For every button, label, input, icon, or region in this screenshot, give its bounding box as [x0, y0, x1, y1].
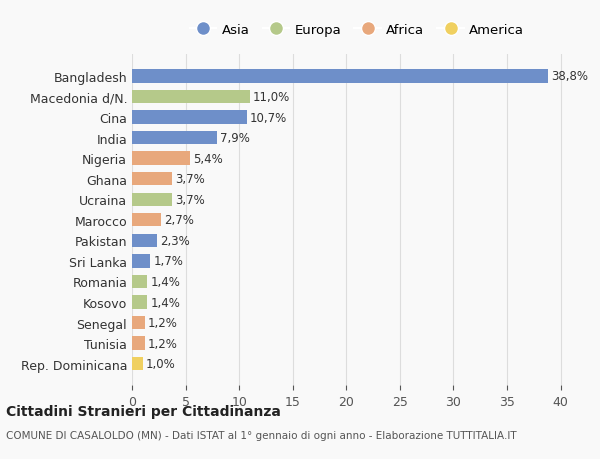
Text: 11,0%: 11,0% — [253, 91, 290, 104]
Text: 3,7%: 3,7% — [175, 173, 205, 186]
Text: 1,4%: 1,4% — [150, 296, 180, 309]
Bar — [132, 70, 548, 84]
Text: Cittadini Stranieri per Cittadinanza: Cittadini Stranieri per Cittadinanza — [6, 404, 281, 419]
Bar — [132, 132, 217, 145]
Text: 3,7%: 3,7% — [175, 193, 205, 206]
Bar — [132, 234, 157, 247]
Bar — [132, 275, 147, 289]
Text: 10,7%: 10,7% — [250, 111, 287, 124]
Text: 1,2%: 1,2% — [148, 337, 178, 350]
Bar — [132, 193, 172, 207]
Legend: Asia, Europa, Africa, America: Asia, Europa, Africa, America — [185, 19, 529, 42]
Text: 1,4%: 1,4% — [150, 275, 180, 288]
Bar — [132, 255, 150, 268]
Text: 2,3%: 2,3% — [160, 235, 190, 247]
Text: COMUNE DI CASALOLDO (MN) - Dati ISTAT al 1° gennaio di ogni anno - Elaborazione : COMUNE DI CASALOLDO (MN) - Dati ISTAT al… — [6, 431, 517, 440]
Bar — [132, 357, 143, 370]
Text: 1,7%: 1,7% — [154, 255, 184, 268]
Text: 5,4%: 5,4% — [193, 152, 223, 165]
Bar — [132, 173, 172, 186]
Bar — [132, 296, 147, 309]
Bar — [132, 316, 145, 330]
Text: 1,0%: 1,0% — [146, 358, 176, 370]
Text: 2,7%: 2,7% — [164, 214, 194, 227]
Bar — [132, 111, 247, 124]
Bar — [132, 337, 145, 350]
Text: 7,9%: 7,9% — [220, 132, 250, 145]
Bar — [132, 213, 161, 227]
Text: 1,2%: 1,2% — [148, 316, 178, 330]
Text: 38,8%: 38,8% — [551, 70, 588, 83]
Bar — [132, 152, 190, 165]
Bar — [132, 90, 250, 104]
